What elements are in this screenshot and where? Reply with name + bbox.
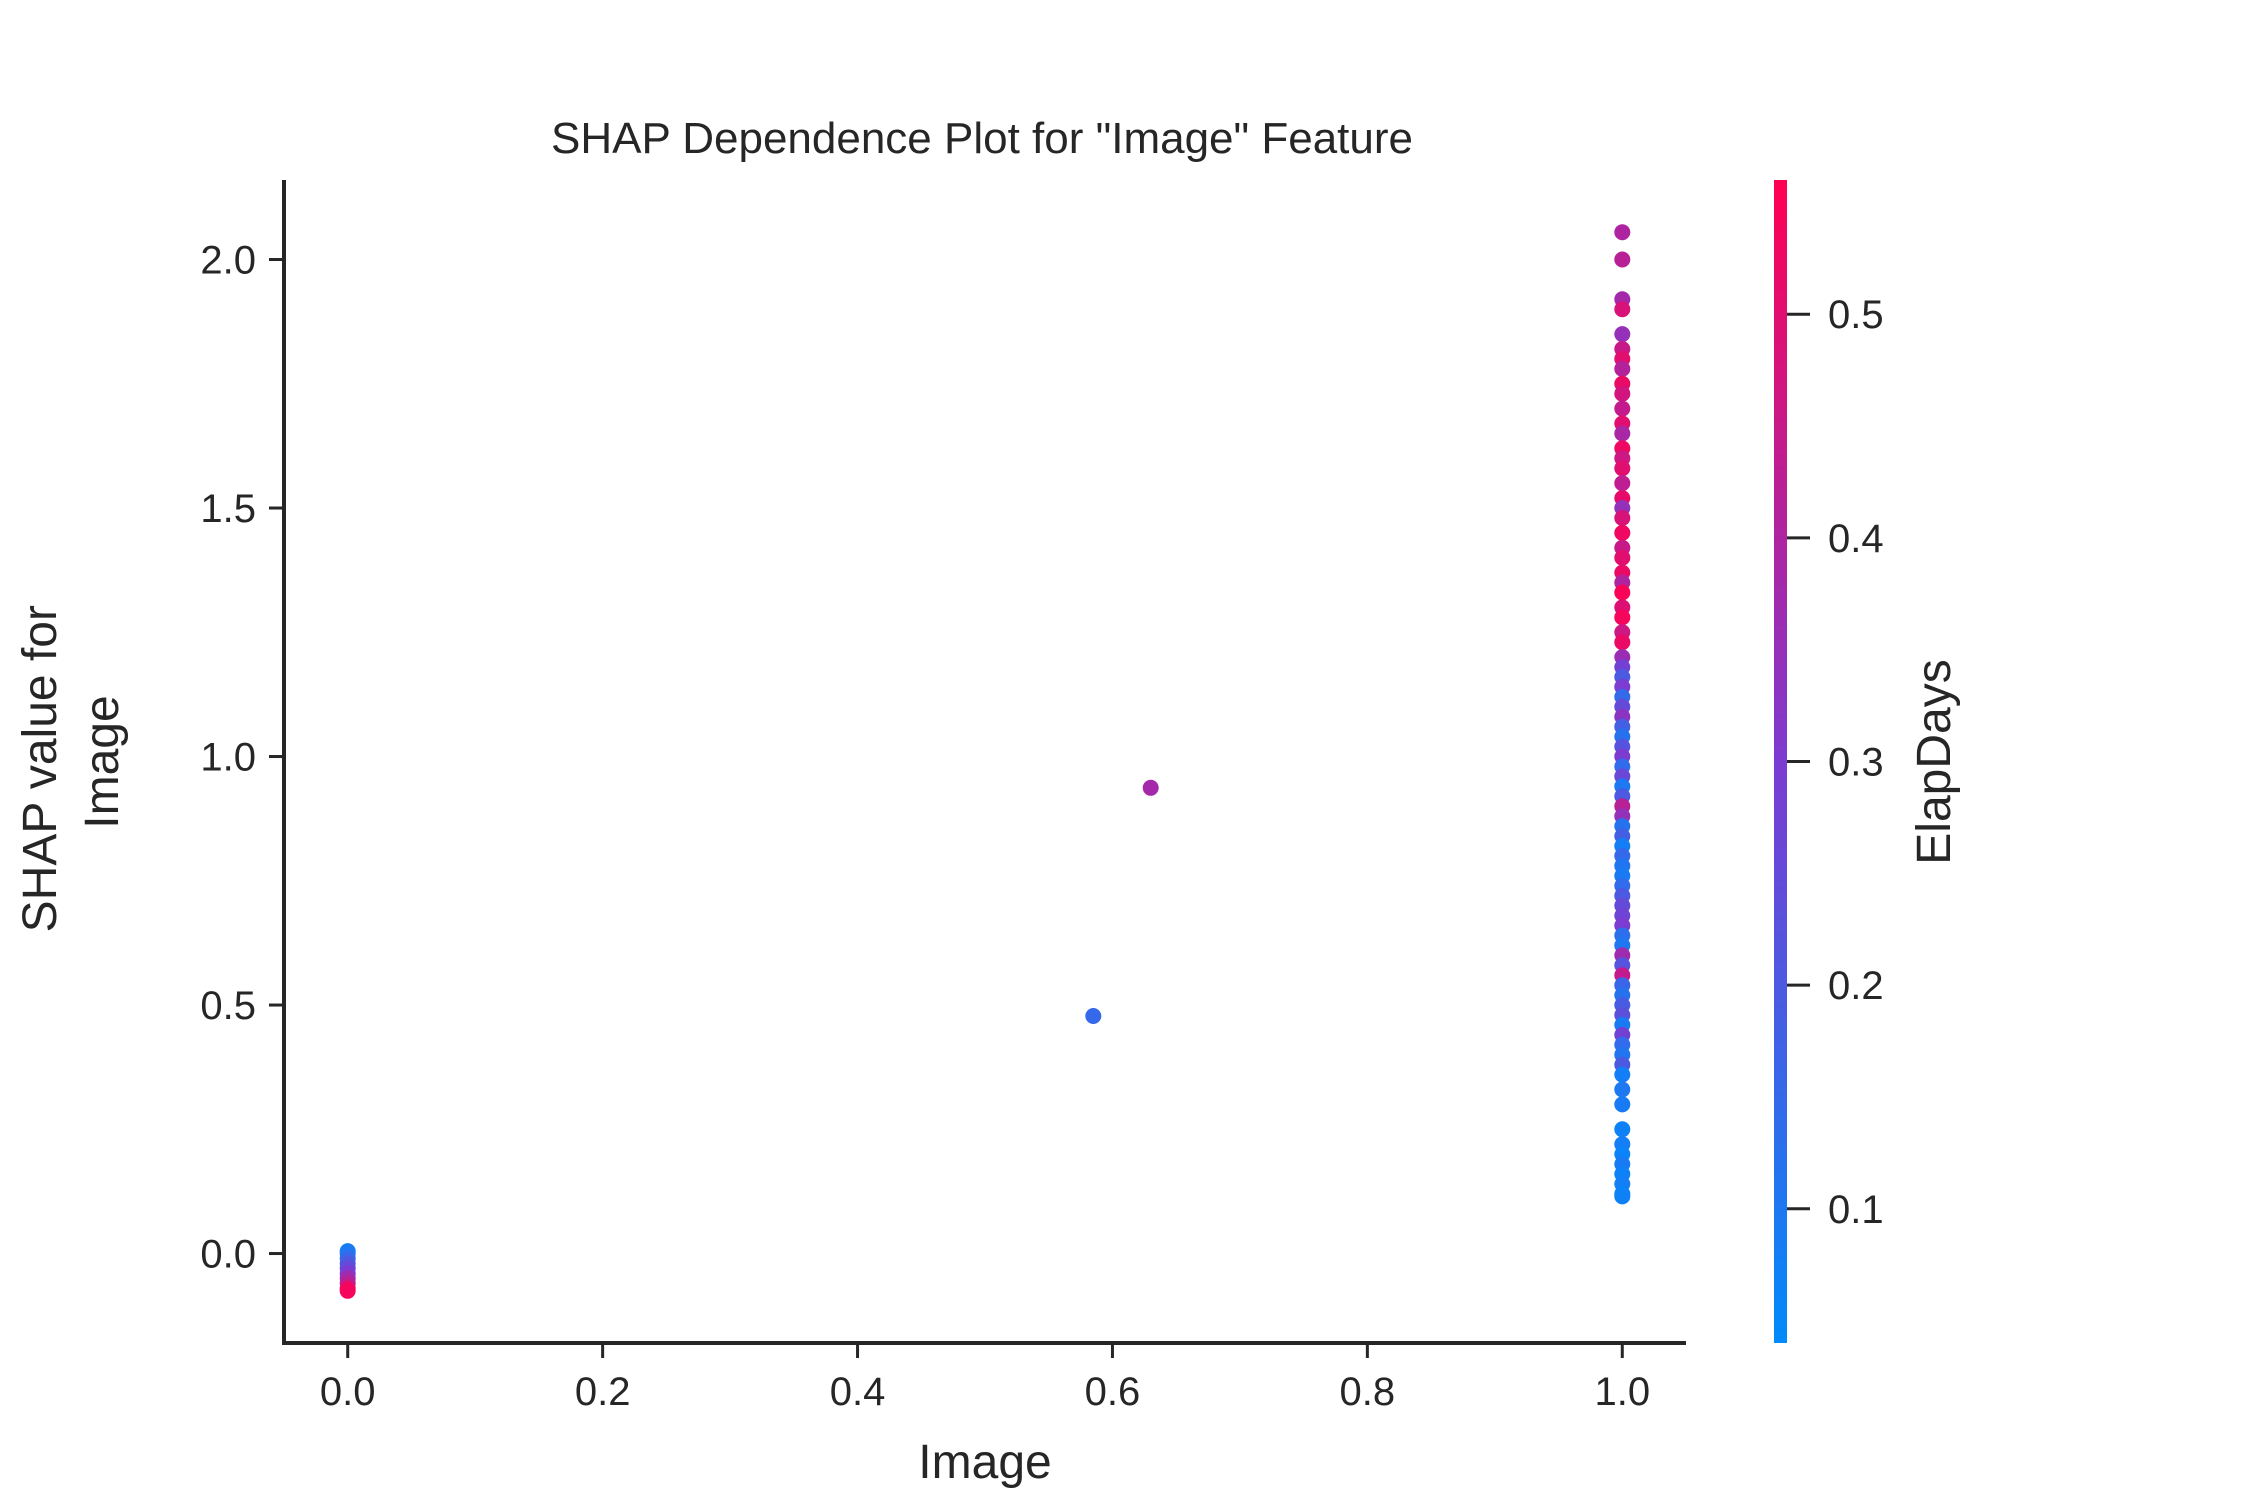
scatter-point xyxy=(1614,385,1631,402)
scatter-point xyxy=(1085,1008,1102,1024)
scatter-point xyxy=(1614,460,1631,477)
colorbar-tick-label: 0.4 xyxy=(1828,517,1884,561)
scatter-point xyxy=(1142,779,1159,796)
x-tick-label: 0.6 xyxy=(1085,1370,1141,1414)
chart-title: SHAP Dependence Plot for "Image" Feature xyxy=(551,114,1413,163)
y-tick-label: 0.5 xyxy=(200,984,256,1028)
scatter-points xyxy=(339,224,1631,1299)
scatter-point xyxy=(1614,301,1631,318)
scatter-point xyxy=(1614,475,1631,492)
colorbar-tick-label: 0.2 xyxy=(1828,964,1884,1008)
colorbar-tick-label: 0.5 xyxy=(1828,293,1884,337)
scatter-point xyxy=(1614,224,1631,241)
scatter-point xyxy=(1614,524,1631,541)
y-tick-label: 0.0 xyxy=(200,1233,256,1277)
x-axis-ticks: 0.0 0.2 0.4 0.6 0.8 1.0 xyxy=(320,1343,1650,1414)
y-axis-title-line-1: SHAP value for xyxy=(14,605,67,932)
y-axis-ticks: 0.0 0.5 1.0 1.5 2.0 xyxy=(200,239,284,1277)
x-tick-label: 0.0 xyxy=(320,1370,376,1414)
colorbar-tick-label: 0.1 xyxy=(1828,1188,1884,1232)
scatter-point xyxy=(1614,634,1631,651)
x-axis-title: Image xyxy=(918,1436,1051,1489)
colorbar-title: ElapDays xyxy=(1908,659,1961,864)
x-tick-label: 1.0 xyxy=(1594,1370,1650,1414)
colorbar xyxy=(1774,180,1787,1343)
x-tick-label: 0.8 xyxy=(1340,1370,1396,1414)
colorbar-tick-label: 0.3 xyxy=(1828,741,1884,785)
scatter-point xyxy=(1614,425,1631,442)
y-axis-title: SHAP value for Image xyxy=(14,592,129,933)
scatter-point xyxy=(1614,1188,1631,1205)
scatter-point xyxy=(1614,251,1631,268)
scatter-point xyxy=(1614,400,1631,417)
scatter-point xyxy=(1614,360,1631,377)
scatter-point xyxy=(1614,584,1631,601)
scatter-point xyxy=(1614,510,1631,526)
x-tick-label: 0.2 xyxy=(575,1370,631,1414)
scatter-point xyxy=(339,1282,356,1299)
scatter-point xyxy=(1614,1066,1631,1083)
y-axis-title-line-2: Image xyxy=(76,695,129,828)
y-tick-label: 2.0 xyxy=(200,239,256,283)
y-tick-label: 1.0 xyxy=(200,736,256,780)
colorbar-ticks: 0.1 0.2 0.3 0.4 0.5 xyxy=(1787,293,1884,1232)
scatter-point xyxy=(1614,549,1631,566)
x-tick-label: 0.4 xyxy=(830,1370,886,1414)
scatter-point xyxy=(1614,1121,1631,1138)
scatter-point xyxy=(1614,326,1631,343)
scatter-point xyxy=(1614,609,1631,626)
scatter-point xyxy=(1614,1096,1631,1113)
y-tick-label: 1.5 xyxy=(200,487,256,531)
scatter-point xyxy=(1614,1081,1631,1098)
